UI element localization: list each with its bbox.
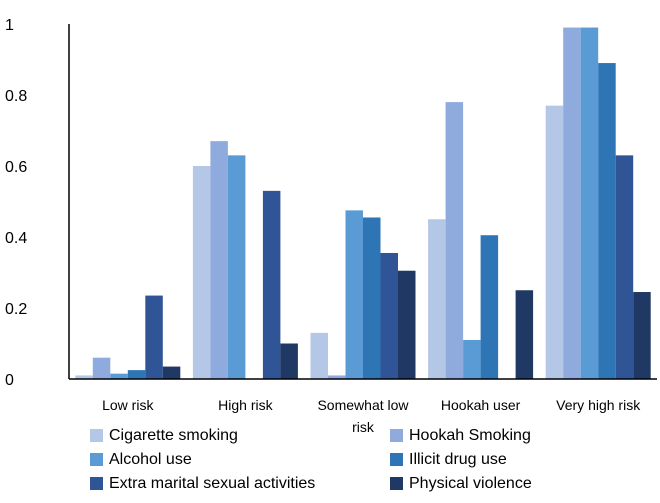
bar	[633, 292, 651, 379]
bar	[615, 155, 634, 379]
legend-label: Physical violence	[409, 474, 532, 492]
x-tick-label: High risk	[218, 397, 273, 413]
x-axis-ticks: Low risk High risk Somewhat low risk Hookah …	[102, 397, 641, 435]
bar	[398, 270, 416, 379]
y-axis-ticks: 0 0.2 0.4 0.6 0.8 1	[5, 17, 27, 389]
legend-label: Illicit drug use	[409, 450, 507, 468]
y-tick-label: 0.6	[5, 159, 27, 176]
legend-label: Hookah Smoking	[409, 426, 531, 444]
legend-swatch	[90, 453, 103, 466]
bar	[380, 252, 398, 379]
legend-label: Cigarette smoking	[109, 426, 238, 444]
bar	[280, 343, 298, 379]
legend-swatch	[90, 477, 103, 490]
legend-swatch	[90, 429, 103, 442]
bar	[127, 370, 146, 380]
bar	[580, 27, 599, 380]
bar	[563, 27, 581, 380]
bar	[162, 366, 181, 379]
bar	[515, 290, 534, 379]
bar	[210, 141, 228, 379]
legend-swatch	[390, 453, 403, 466]
bar	[310, 332, 328, 379]
bar	[75, 375, 93, 379]
bar	[445, 102, 464, 379]
x-tick-label: Hookah user	[441, 397, 521, 413]
bar	[262, 190, 281, 379]
y-tick-label: 0.8	[5, 88, 27, 105]
legend-swatch	[390, 477, 403, 490]
x-tick-label: Low risk	[102, 397, 154, 413]
bars	[75, 27, 651, 380]
legend-item: Cigarette smoking	[90, 425, 390, 446]
bar	[463, 339, 481, 379]
legend-item: Extra marital sexual activities	[90, 473, 390, 494]
legend-item: Illicit drug use	[390, 449, 650, 470]
bar	[363, 217, 381, 379]
y-tick-label: 0.4	[5, 230, 27, 247]
legend-label: Extra marital sexual activities	[109, 474, 316, 492]
bar	[598, 63, 616, 380]
bar	[110, 373, 128, 379]
legend-swatch	[390, 429, 403, 442]
bar	[92, 357, 111, 379]
bar	[328, 375, 346, 379]
bar	[545, 105, 564, 380]
y-tick-label: 0.2	[5, 301, 27, 318]
legend-label: Alcohol use	[109, 450, 192, 468]
legend: Cigarette smoking Hookah Smoking Alcohol u…	[90, 425, 650, 494]
bar	[345, 210, 363, 380]
bar	[227, 155, 246, 379]
y-tick-label: 0	[5, 372, 14, 389]
legend-item: Physical violence	[390, 473, 650, 494]
bar	[192, 166, 211, 379]
bar	[480, 235, 499, 379]
x-tick-label: Somewhat low risk	[317, 397, 409, 435]
bar	[428, 219, 446, 379]
y-tick-label: 1	[5, 17, 14, 34]
legend-item: Alcohol use	[90, 449, 390, 470]
bar	[145, 295, 163, 379]
x-tick-label: Very high risk	[556, 397, 641, 413]
legend-item: Hookah Smoking	[390, 425, 650, 446]
